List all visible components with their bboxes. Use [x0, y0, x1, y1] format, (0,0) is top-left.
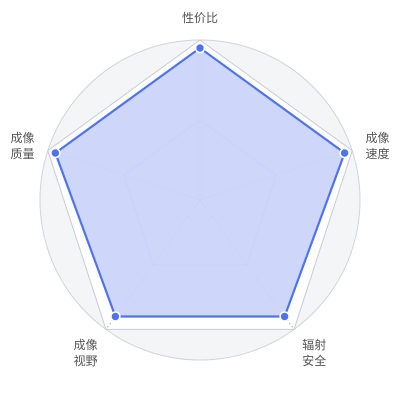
radar-axis-label: 成像质量 [10, 131, 34, 161]
radar-data-point[interactable] [279, 311, 290, 322]
radar-axis-label: 成像速度 [366, 131, 390, 161]
radar-ring-pentagon [47, 39, 353, 330]
radar-series [54, 46, 346, 318]
radar-points [50, 42, 350, 322]
radar-axis-label: 性价比 [182, 11, 218, 25]
radar-data-point[interactable] [194, 42, 206, 54]
radar-axis-label: 成像视野 [74, 338, 98, 368]
radar-axis-label: 辐射安全 [302, 337, 326, 368]
radar-data-point[interactable] [50, 147, 61, 159]
radar-data-point[interactable] [339, 147, 350, 159]
radar-series-area [54, 46, 346, 318]
radar-data-point[interactable] [110, 311, 121, 322]
